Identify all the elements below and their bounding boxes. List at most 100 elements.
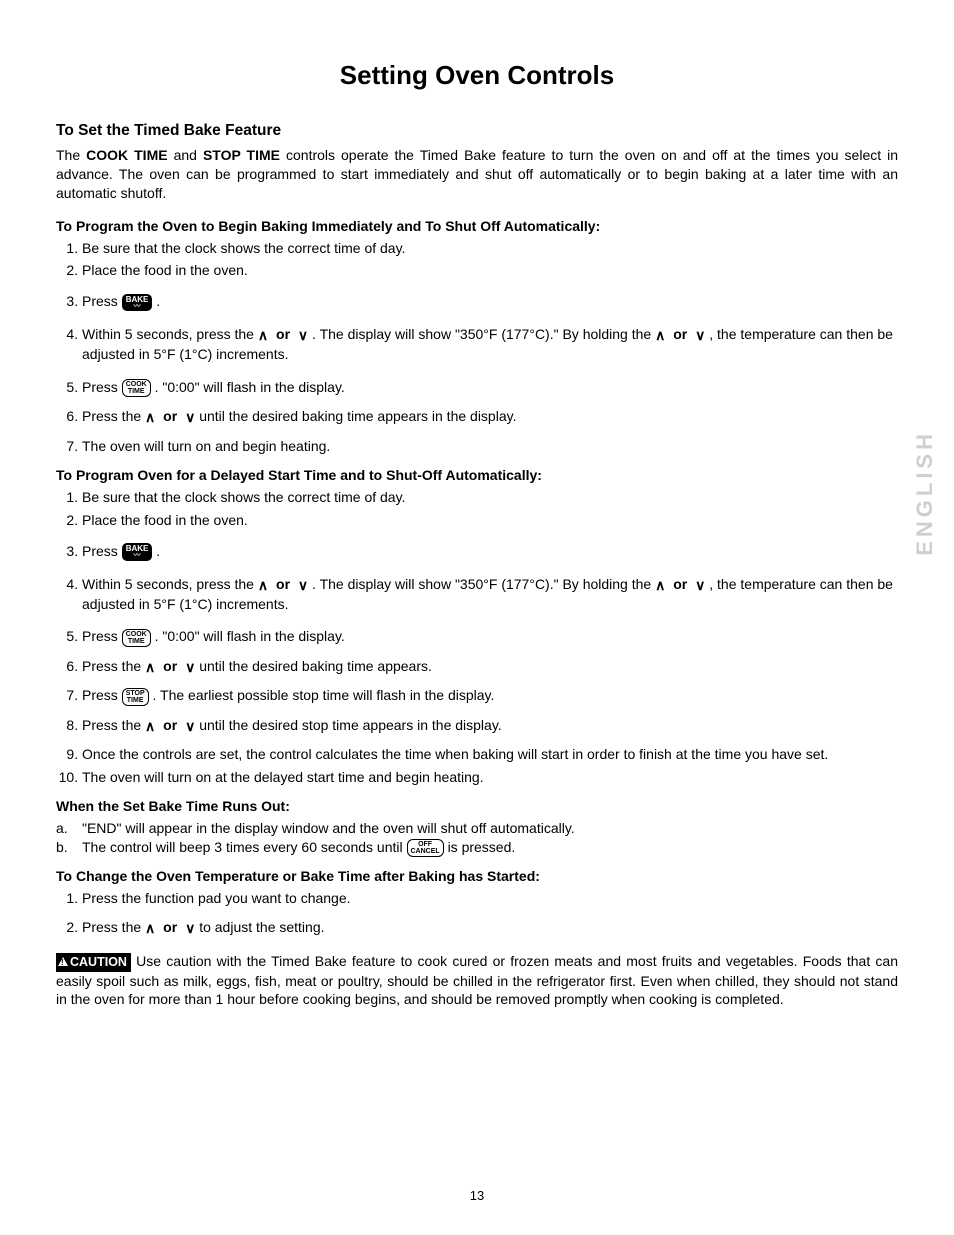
- chevron-down-icon: ∨: [185, 658, 195, 677]
- step-item: Within 5 seconds, press the ∧ or ∨ . The…: [82, 575, 898, 614]
- wave-icon: 〰: [126, 553, 149, 559]
- step-text: until the desired stop time appears in t…: [199, 717, 501, 733]
- step-text: Press the: [82, 919, 145, 935]
- step-item: Press the function pad you want to chang…: [82, 889, 898, 908]
- step-item: Press the ∧ or ∨ until the desired bakin…: [82, 407, 898, 427]
- stop-time-l1: STOP: [126, 690, 145, 697]
- wave-icon: 〰: [126, 304, 149, 310]
- runout-list: a. "END" will appear in the display windo…: [56, 819, 898, 857]
- cook-time-button-icon: COOKTIME: [122, 629, 151, 647]
- intro-text: The: [56, 147, 86, 163]
- chevron-down-icon: ∨: [695, 326, 705, 345]
- runout-a: "END" will appear in the display window …: [82, 820, 575, 836]
- step-text: Press the: [82, 717, 145, 733]
- step-text: . The display will show "350°F (177°C)."…: [312, 326, 655, 342]
- step-text: to adjust the setting.: [199, 919, 324, 935]
- step-item: Be sure that the clock shows the correct…: [82, 239, 898, 258]
- stop-time-l2: TIME: [127, 697, 144, 704]
- subhead-delayed: To Program Oven for a Delayed Start Time…: [56, 466, 898, 485]
- step-text: . The earliest possible stop time will f…: [153, 687, 495, 703]
- step-item: Press the ∧ or ∨ until the desired stop …: [82, 716, 898, 736]
- chevron-up-icon: ∧: [655, 576, 665, 595]
- or-text: or: [159, 408, 181, 424]
- cook-time-l2: TIME: [128, 638, 145, 645]
- steps-delayed: Be sure that the clock shows the correct…: [56, 488, 898, 787]
- step-text: Within 5 seconds, press the: [82, 576, 258, 592]
- step-text: Press the: [82, 658, 145, 674]
- cook-time-l2: TIME: [128, 388, 145, 395]
- chevron-down-icon: ∨: [185, 717, 195, 736]
- step-item: The oven will turn on and begin heating.: [82, 437, 898, 456]
- intro-paragraph: The COOK TIME and STOP TIME controls ope…: [56, 146, 898, 203]
- caution-label: CAUTION: [70, 955, 127, 969]
- step-text: Press: [82, 293, 122, 309]
- stop-time-button-icon: STOPTIME: [122, 688, 149, 706]
- chevron-up-icon: ∧: [258, 326, 268, 345]
- chevron-down-icon: ∨: [185, 408, 195, 427]
- chevron-up-icon: ∧: [145, 658, 155, 677]
- or-text: or: [159, 919, 181, 935]
- page-title: Setting Oven Controls: [56, 58, 898, 93]
- step-text: Press: [82, 379, 122, 395]
- step-text: until the desired baking time appears.: [199, 658, 432, 674]
- step-item: Press the ∧ or ∨ until the desired bakin…: [82, 657, 898, 677]
- step-text: Within 5 seconds, press the: [82, 326, 258, 342]
- page-number: 13: [0, 1187, 954, 1205]
- step-text: Press: [82, 628, 122, 644]
- or-text: or: [272, 576, 294, 592]
- step-text: Press: [82, 687, 122, 703]
- step-item: Place the food in the oven.: [82, 511, 898, 530]
- or-text: or: [669, 576, 691, 592]
- chevron-down-icon: ∨: [185, 919, 195, 938]
- chevron-down-icon: ∨: [298, 326, 308, 345]
- off-cancel-button-icon: OFFCANCEL: [407, 839, 444, 857]
- cook-time-l1: COOK: [126, 381, 147, 388]
- step-item: Press the ∧ or ∨ to adjust the setting.: [82, 918, 898, 938]
- step-text: .: [156, 543, 160, 559]
- subhead-immediate: To Program the Oven to Begin Baking Imme…: [56, 217, 898, 236]
- step-text: . "0:00" will flash in the display.: [155, 379, 345, 395]
- chevron-up-icon: ∧: [145, 408, 155, 427]
- steps-change: Press the function pad you want to chang…: [56, 889, 898, 938]
- letter-marker: a.: [56, 819, 68, 838]
- or-text: or: [159, 658, 181, 674]
- or-text: or: [159, 717, 181, 733]
- cook-time-l1: COOK: [126, 631, 147, 638]
- step-text: . "0:00" will flash in the display.: [155, 628, 345, 644]
- step-item: Press STOPTIME . The earliest possible s…: [82, 686, 898, 705]
- step-text: Press: [82, 543, 122, 559]
- caution-badge: CAUTION: [56, 953, 131, 972]
- step-text: Press the: [82, 408, 145, 424]
- step-text: . The display will show "350°F (177°C)."…: [312, 576, 655, 592]
- bake-button-icon: BAKE〰: [122, 543, 153, 561]
- chevron-down-icon: ∨: [298, 576, 308, 595]
- runout-b-text: is pressed.: [448, 839, 516, 855]
- step-item: Place the food in the oven.: [82, 261, 898, 280]
- language-side-label: ENGLISH: [910, 430, 940, 556]
- step-text: .: [156, 293, 160, 309]
- step-item: Once the controls are set, the control c…: [82, 745, 898, 764]
- or-text: or: [272, 326, 294, 342]
- bake-button-icon: BAKE〰: [122, 294, 153, 312]
- page-content: Setting Oven Controls To Set the Timed B…: [0, 0, 954, 1063]
- caution-text: Use caution with the Timed Bake feature …: [56, 953, 898, 1008]
- chevron-up-icon: ∧: [145, 717, 155, 736]
- step-item: The oven will turn on at the delayed sta…: [82, 768, 898, 787]
- subhead-change: To Change the Oven Temperature or Bake T…: [56, 867, 898, 886]
- list-item: a. "END" will appear in the display windo…: [56, 819, 898, 838]
- warning-triangle-icon: [58, 957, 68, 966]
- step-item: Be sure that the clock shows the correct…: [82, 488, 898, 507]
- letter-marker: b.: [56, 838, 68, 857]
- section-heading: To Set the Timed Bake Feature: [56, 121, 898, 142]
- steps-immediate: Be sure that the clock shows the correct…: [56, 239, 898, 456]
- runout-b-text: The control will beep 3 times every 60 s…: [82, 839, 407, 855]
- step-item: Press COOKTIME . "0:00" will flash in th…: [82, 627, 898, 646]
- subhead-runout: When the Set Bake Time Runs Out:: [56, 797, 898, 816]
- or-text: or: [669, 326, 691, 342]
- cook-time-button-icon: COOKTIME: [122, 379, 151, 397]
- step-item: Press BAKE〰 .: [82, 542, 898, 561]
- step-text: until the desired baking time appears in…: [199, 408, 516, 424]
- intro-bold-cooktime: COOK TIME: [86, 147, 167, 163]
- chevron-up-icon: ∧: [655, 326, 665, 345]
- step-item: Press COOKTIME . "0:00" will flash in th…: [82, 378, 898, 397]
